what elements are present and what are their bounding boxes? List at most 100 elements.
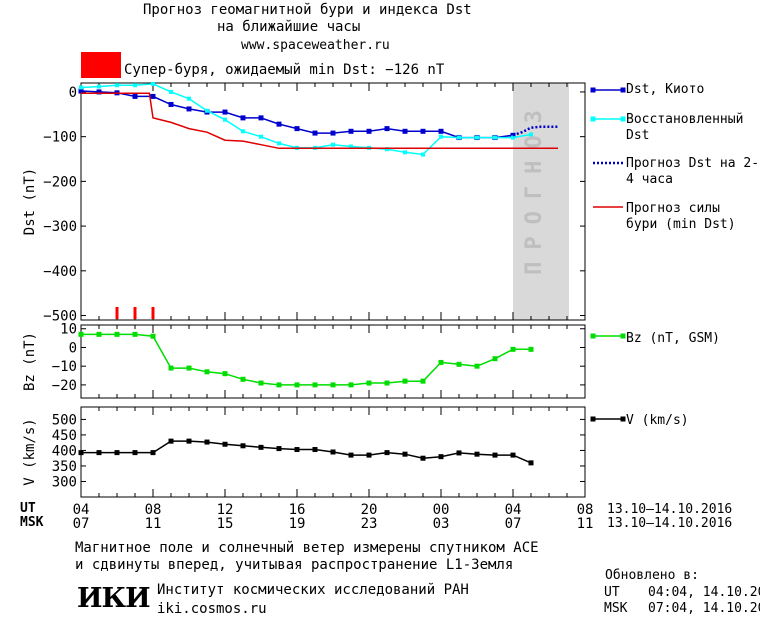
data-point-restored [241,129,245,134]
y-tick-label: −10 [52,359,77,375]
data-point-bz [168,365,174,371]
data-point-v [240,443,246,449]
data-point-restored [421,152,425,157]
updated-label: Обновлено в: [605,568,699,583]
data-point-v [348,452,354,458]
data-point-dst [438,128,444,134]
data-point-dst [222,109,228,115]
y-tick-label: 400 [52,443,77,459]
data-point-dst [186,106,192,112]
data-point-dst [276,121,282,127]
dst-panel: ПРОГНОЗ 0 −100 −200 −300 −400 −500 Dst (nT) [22,81,626,325]
series-line-v [81,440,532,464]
footer-note-line2: и сдвинуты вперед, учитывая распростране… [75,557,514,573]
x-ut-label: UT [20,501,36,516]
y-tick-label: −20 [52,378,77,394]
y-tick-label: 500 [52,412,77,428]
institute-url: iki.cosmos.ru [157,601,267,617]
series-line-restored [80,83,532,156]
legend-marker-dst [590,87,596,93]
data-point-bz [294,382,300,388]
data-point-v [114,450,120,456]
x-tick-label-msk: 07 [505,516,522,532]
data-point-dst [96,89,102,95]
y-axis-label: Bz (nT) [22,332,38,391]
data-point-v [222,441,228,447]
data-point-dst [78,88,84,94]
data-point-bz [312,382,318,388]
x-tick-label-ut: 08 [577,502,594,518]
data-point-v [168,438,174,444]
updated-msk-label: MSK [604,601,628,616]
data-point-restored [151,81,155,86]
updated-ut: 04:04, 14.10.2016 [648,585,760,600]
storm-label: Супер-буря, ожидаемый min Dst: −126 nT [124,62,445,78]
data-point-restored [79,85,83,90]
data-point-dst [348,128,354,134]
data-point-dst [258,115,264,121]
x-tick-label-ut: 08 [145,502,162,518]
data-point-v [204,439,210,445]
data-point-dst [402,128,408,134]
data-point-restored [97,84,101,89]
data-point-v [312,447,318,453]
series-line-bz [81,333,531,386]
legend-v: V (km/s) [626,413,689,428]
legend-bz: Bz (nT, GSM) [626,331,720,346]
data-point-restored [205,108,209,113]
data-point-bz [132,331,138,337]
data-point-bz [150,333,156,339]
forecast-band-label: ПРОГНОЗ [522,98,547,275]
data-point-bz [474,363,480,369]
data-point-bz [276,382,282,388]
y-tick-label: 10 [60,322,77,338]
data-point-restored [223,117,227,122]
legend-marker-v [620,416,626,422]
data-point-v [276,446,282,452]
x-tick-label-msk: 07 [73,516,90,532]
legend-marker-dst [620,87,626,93]
data-point-bz [402,378,408,384]
data-point-v [528,460,534,466]
data-point-v [492,452,498,458]
y-tick-label: −200 [43,174,77,190]
data-point-bz [528,346,534,352]
forecast-band [513,83,569,320]
x-tick-label-ut: 12 [217,502,234,518]
data-point-v [96,450,102,456]
x-tick-label-msk: 03 [433,516,450,532]
data-point-restored [529,132,533,137]
data-point-restored [475,135,479,140]
x-tick-label-ut: 20 [361,502,378,518]
data-point-bz [222,371,228,377]
x-tick-label-msk: 19 [289,516,306,532]
data-point-restored [115,83,119,88]
data-point-bz [420,378,426,384]
x-tick-label-ut: 04 [73,502,90,518]
data-point-v [420,455,426,461]
y-tick-label: 0 [69,340,77,356]
data-point-restored [169,89,173,94]
data-point-v [186,438,192,444]
data-point-restored [331,142,335,147]
data-point-dst [312,130,318,136]
y-tick-label: −500 [43,309,77,325]
data-point-dst [150,93,156,99]
y-tick-label: 300 [52,474,77,490]
x-msk-label: MSK [20,515,44,530]
data-point-bz [114,331,120,337]
data-point-bz [186,365,192,371]
data-point-restored [277,141,281,146]
y-tick-label: −300 [43,219,77,235]
y-tick-label: −100 [43,130,77,146]
storm-indicator-swatch [81,52,121,78]
data-point-v [330,449,336,455]
data-point-dst [420,128,426,134]
institute-name: Институт космических исследований РАН [157,582,469,598]
legend-dst: Dst, Киото [626,82,705,97]
data-point-bz [492,356,498,362]
legend-marker-bz [620,333,626,339]
data-point-v [294,447,300,453]
